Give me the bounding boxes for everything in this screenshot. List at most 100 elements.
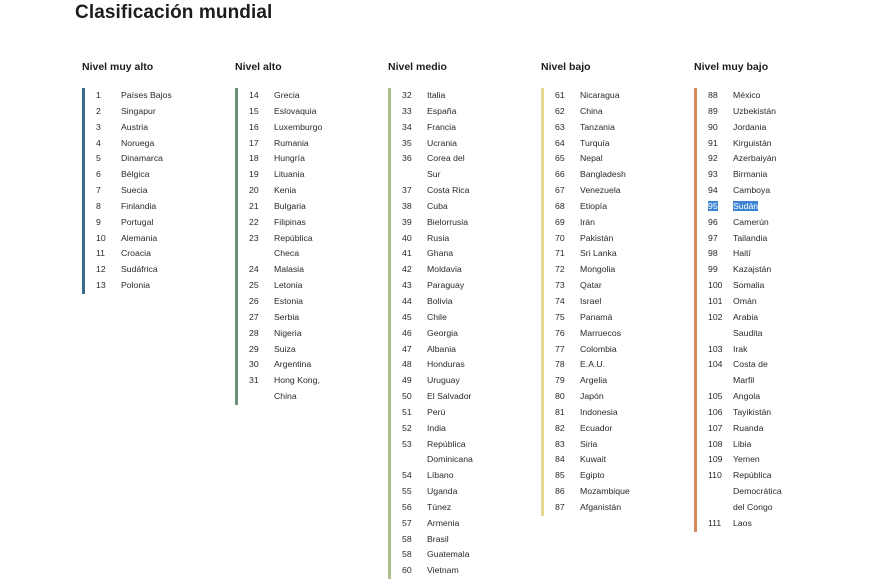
rank-value: 30 (249, 359, 259, 370)
rank-value: 84 (555, 454, 565, 465)
country-name-line: Rusia (427, 232, 450, 243)
rank-value: 93 (708, 169, 718, 180)
country-name: Bélgica (121, 167, 236, 183)
country-name: E.A.U. (580, 357, 695, 373)
list-item: 1 Países Bajos (96, 88, 236, 104)
country-name: Tanzania (580, 120, 695, 136)
rank-value: 27 (249, 311, 259, 322)
list-item: 22 Filipinas (249, 215, 389, 231)
rank-number: 108 (708, 437, 733, 453)
rank-value: 60 (402, 565, 412, 576)
country-name: Alemania (121, 231, 236, 247)
country-name-line: Sur (427, 169, 441, 180)
rank-value: 3 (96, 121, 101, 132)
rank-value: 111 (708, 517, 722, 528)
country-name-line: Arabia (733, 311, 759, 322)
country-name-line: Lituania (274, 169, 305, 180)
ranking-list: 32 Italia 33 España 34 Francia 35 Ucrania 36 Core… (388, 88, 542, 580)
rank-number: 36 (402, 151, 427, 183)
column-heading: Nivel muy bajo (694, 61, 769, 73)
rank-value: 67 (555, 185, 565, 196)
list-item: 61 Nicaragua (555, 88, 695, 104)
country-name: Dinamarca (121, 151, 236, 167)
country-name: Nigeria (274, 326, 389, 342)
list-item: 23 República Checa (249, 231, 389, 263)
rank-number: 69 (555, 215, 580, 231)
country-name-line: Moldavia (427, 264, 462, 275)
rank-value: 21 (249, 200, 259, 211)
country-name: Somalia (733, 278, 848, 294)
rank-value: 61 (555, 90, 565, 100)
country-name: Bolivia (427, 294, 542, 310)
list-item: 89 Uzbekistán (708, 104, 848, 120)
list-item: 90 Jordania (708, 120, 848, 136)
country-name: República Checa (274, 231, 389, 263)
country-name-line: Portugal (121, 216, 154, 227)
rank-number: 102 (708, 310, 733, 342)
rank-value: 56 (402, 501, 412, 512)
list-item: 81 Indonesia (555, 405, 695, 421)
country-name: Chile (427, 310, 542, 326)
country-name: Túnez (427, 500, 542, 516)
rank-value: 66 (555, 169, 565, 180)
rank-number: 81 (555, 405, 580, 421)
rank-number: 82 (555, 421, 580, 437)
rank-number: 101 (708, 294, 733, 310)
rank-number: 79 (555, 373, 580, 389)
rank-value: 48 (402, 359, 412, 370)
list-item: 47 Albania (402, 342, 542, 358)
country-name-line: Costa Rica (427, 185, 470, 196)
rank-value: 76 (555, 327, 565, 338)
country-name-line: Guatemala (427, 549, 470, 560)
rank-number: 32 (402, 88, 427, 104)
list-item: 96 Camerún (708, 215, 848, 231)
rank-value: 47 (402, 343, 412, 354)
rank-number: 64 (555, 136, 580, 152)
country-name: Perú (427, 405, 542, 421)
country-name: Austria (121, 120, 236, 136)
country-name-line: Egipto (580, 470, 605, 481)
country-name-line: Nigeria (274, 327, 302, 338)
list-item: 63 Tanzania (555, 120, 695, 136)
rank-number: 89 (708, 104, 733, 120)
country-name-line: Yemen (733, 454, 760, 465)
rank-number: 7 (96, 183, 121, 199)
country-name-line: Letonia (274, 280, 303, 291)
country-name-line: Checa (274, 248, 300, 259)
rank-number: 90 (708, 120, 733, 136)
country-name: Qatar (580, 278, 695, 294)
rank-value: 31 (249, 375, 259, 386)
rank-value: 1 (96, 90, 101, 100)
rank-number: 71 (555, 246, 580, 262)
rank-value: 87 (555, 501, 565, 512)
rank-value: 26 (249, 295, 259, 306)
rank-value: 38 (402, 200, 412, 211)
country-name: Croacia (121, 246, 236, 262)
country-name-line: Argelia (580, 375, 608, 386)
country-name: Honduras (427, 357, 542, 373)
country-name: Filipinas (274, 215, 389, 231)
ranking-list: 14 Grecia 15 Eslovaquia 16 Luxemburgo 17 Rumani… (235, 88, 389, 405)
list-item: 19 Lituania (249, 167, 389, 183)
list-item: 52 India (402, 421, 542, 437)
rank-value: 8 (96, 200, 101, 211)
rank-number: 96 (708, 215, 733, 231)
list-item: 32 Italia (402, 88, 542, 104)
country-name-line: China (580, 105, 603, 116)
rank-value: 25 (249, 280, 259, 291)
list-item: 78 E.A.U. (555, 357, 695, 373)
country-name-line: Mozambique (580, 486, 630, 497)
rank-number: 4 (96, 136, 121, 152)
rank-value: 12 (96, 264, 106, 275)
rank-number: 98 (708, 246, 733, 262)
country-name: Grecia (274, 88, 389, 104)
rank-value: 69 (555, 216, 565, 227)
rank-value: 35 (402, 137, 412, 148)
list-item: 4 Noruega (96, 136, 236, 152)
rank-number: 93 (708, 167, 733, 183)
list-item: 16 Luxemburgo (249, 120, 389, 136)
country-name-line: E.A.U. (580, 359, 606, 370)
list-item: 41 Ghana (402, 246, 542, 262)
country-name: Sudáfrica (121, 262, 236, 278)
country-name-line: Bélgica (121, 169, 150, 180)
